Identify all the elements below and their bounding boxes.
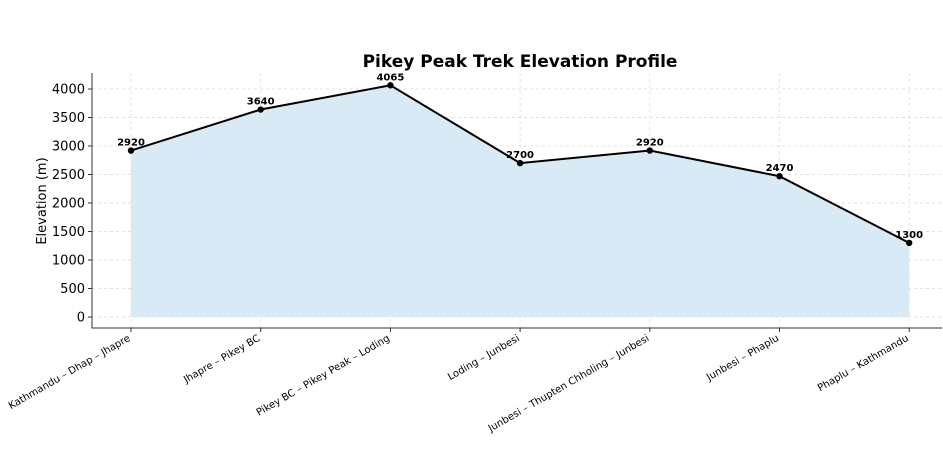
- data-point: [776, 173, 783, 180]
- y-tick-label: 3000: [52, 140, 85, 155]
- y-tick-label: 500: [60, 282, 85, 297]
- y-tick-label: 2500: [52, 168, 85, 183]
- x-tick-label: Loding – Junbesi: [446, 333, 521, 383]
- data-label: 3640: [247, 97, 275, 108]
- elevation-area: [131, 85, 910, 317]
- data-label: 2700: [506, 150, 534, 161]
- data-point: [387, 82, 394, 89]
- y-tick-label: 1000: [52, 254, 85, 269]
- chart-title: Pikey Peak Trek Elevation Profile: [363, 52, 678, 72]
- data-label: 2920: [117, 138, 145, 149]
- data-point: [906, 239, 913, 247]
- y-tick-label: 0: [77, 311, 85, 326]
- y-tick-label: 4000: [52, 83, 85, 98]
- data-label: 2470: [766, 163, 794, 174]
- x-tick-label: Junbesi – Phaplu: [704, 333, 781, 384]
- x-tick-label: Kathmandu – Dhap – Jhapre: [7, 333, 133, 412]
- y-axis-label: Elevation (m): [35, 157, 50, 244]
- x-tick-label: Jhapre – Pikey BC: [181, 333, 262, 386]
- y-tick-label: 3500: [52, 111, 85, 126]
- data-point: [257, 106, 264, 113]
- axis-spines: [91, 73, 942, 329]
- x-tick-label: Phaplu – Kathmandu: [816, 333, 911, 394]
- data-point: [646, 147, 653, 154]
- y-tick-label: 1500: [52, 225, 85, 240]
- data-label: 1300: [895, 230, 923, 241]
- data-point: [516, 159, 524, 167]
- x-tick-label: Pikey BC – Pikey Peak – Loding: [255, 333, 392, 419]
- y-tick-label: 2000: [52, 197, 85, 212]
- data-label: 4065: [376, 72, 404, 83]
- data-point: [127, 147, 135, 154]
- data-label: 2920: [636, 138, 664, 149]
